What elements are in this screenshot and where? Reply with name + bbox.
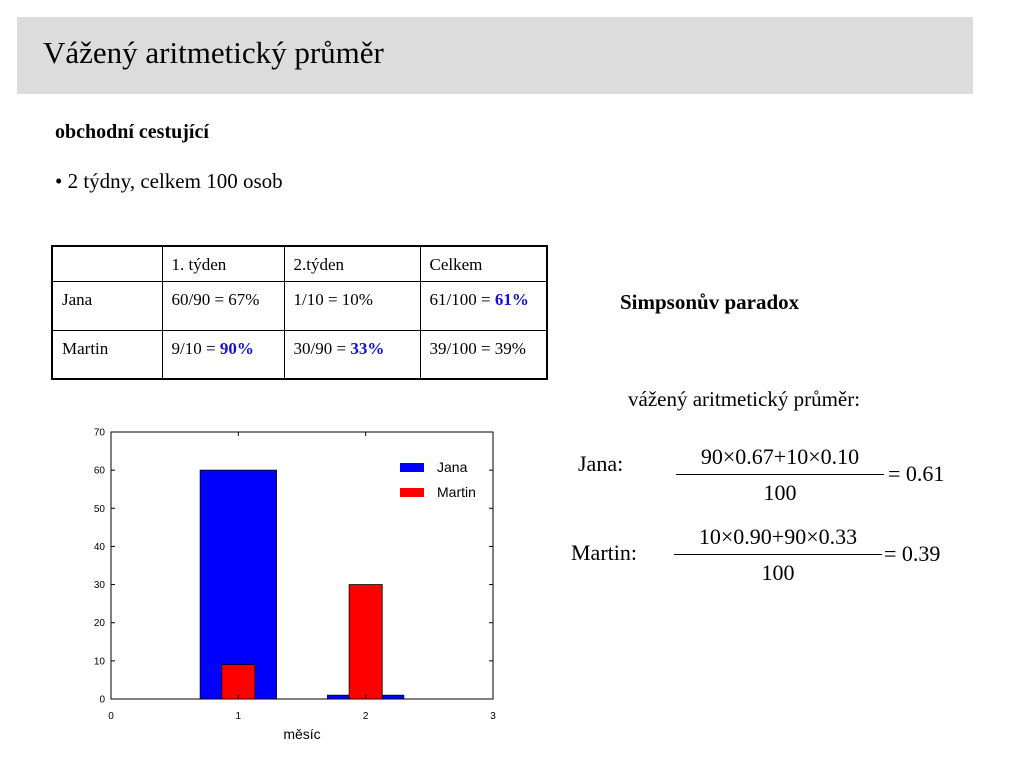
weighted-mean-label: vážený aritmetický průměr:: [628, 387, 861, 411]
y-tick-label: 40: [94, 542, 106, 553]
table-header-row: 1. týden 2.týden Celkem: [51, 245, 548, 282]
equation-numerator: 90×0.67+10×0.10: [700, 444, 860, 469]
cell-text: 30/90 =: [293, 338, 351, 358]
plot-frame: [110, 431, 494, 700]
legend-swatch-jana: [400, 463, 424, 472]
table-header-cell: 1. týden: [161, 245, 285, 282]
bullet-text: • 2 týdny, celkem 100 osob: [55, 169, 283, 193]
equation-result: = 0.39: [884, 541, 941, 566]
bar-martin-1: [221, 664, 256, 700]
table-cell: 1/10 = 10%: [283, 280, 421, 331]
slide-title: Vážený aritmetický průměr: [43, 35, 384, 70]
y-tick-label: 70: [94, 428, 106, 439]
bar-chart: 0 10 20 30 40 50 60 70 0 1 2 3 Jana Martin měsíc: [94, 428, 496, 743]
x-tick-label: 1: [236, 711, 242, 722]
legend-label: Jana: [437, 459, 468, 475]
table-cell: 60/90 = 67%: [161, 280, 285, 331]
table-cell: 61/100 = 61%: [419, 280, 548, 331]
fraction-line: [676, 474, 884, 475]
highlight-value: 61%: [494, 289, 529, 309]
y-tick-label: 0: [99, 695, 105, 706]
equation-result: = 0.61: [888, 461, 945, 486]
table-row: Martin 9/10 = 90% 30/90 = 33% 39/100 = 3…: [51, 329, 548, 380]
table-header-cell: [51, 245, 163, 282]
title-bar: [17, 17, 973, 94]
legend-swatch-martin: [400, 488, 424, 497]
equation-name: Martin:: [571, 540, 637, 565]
x-axis-label: měsíc: [283, 726, 320, 742]
cell-text: 1/10 = 10%: [293, 289, 373, 309]
cell-text: 61/100 =: [429, 289, 495, 309]
paradox-heading: Simpsonův paradox: [620, 290, 800, 314]
equation-denominator: 100: [761, 560, 795, 585]
y-tick-label: 10: [94, 656, 106, 667]
legend-label: Martin: [437, 484, 476, 500]
y-tick-label: 20: [94, 618, 106, 629]
highlight-value: 33%: [350, 338, 385, 358]
table-cell: 9/10 = 90%: [161, 329, 285, 380]
x-tick-label: 2: [363, 711, 369, 722]
table-header-cell: 2.týden: [283, 245, 421, 282]
x-tick-label: 3: [490, 711, 496, 722]
table-header-cell: Celkem: [419, 245, 548, 282]
cell-text: 39/100 = 39%: [429, 338, 526, 358]
highlight-value: 90%: [219, 338, 254, 358]
table-row: Jana 60/90 = 67% 1/10 = 10% 61/100 = 61%: [51, 280, 548, 331]
y-tick-label: 60: [94, 466, 106, 477]
table-cell-name: Jana: [51, 280, 163, 331]
y-tick-label: 30: [94, 580, 106, 591]
subheading: obchodní cestující: [55, 121, 209, 143]
results-table: 1. týden 2.týden Celkem Jana 60/90 = 67%…: [51, 245, 548, 380]
cell-text: 60/90 = 67%: [171, 289, 260, 309]
y-tick-label: 50: [94, 504, 106, 515]
equation-denominator: 100: [763, 480, 797, 505]
table-cell-name: Martin: [51, 329, 163, 380]
bar-jana-1: [199, 469, 277, 700]
bar-martin-2: [348, 584, 383, 700]
table-cell: 30/90 = 33%: [283, 329, 421, 380]
cell-text: 9/10 =: [171, 338, 220, 358]
x-tick-label: 0: [108, 711, 114, 722]
equation-name: Jana:: [578, 451, 624, 476]
equation-numerator: 10×0.90+90×0.33: [698, 524, 858, 549]
fraction-line: [674, 554, 882, 555]
table-cell: 39/100 = 39%: [419, 329, 548, 380]
